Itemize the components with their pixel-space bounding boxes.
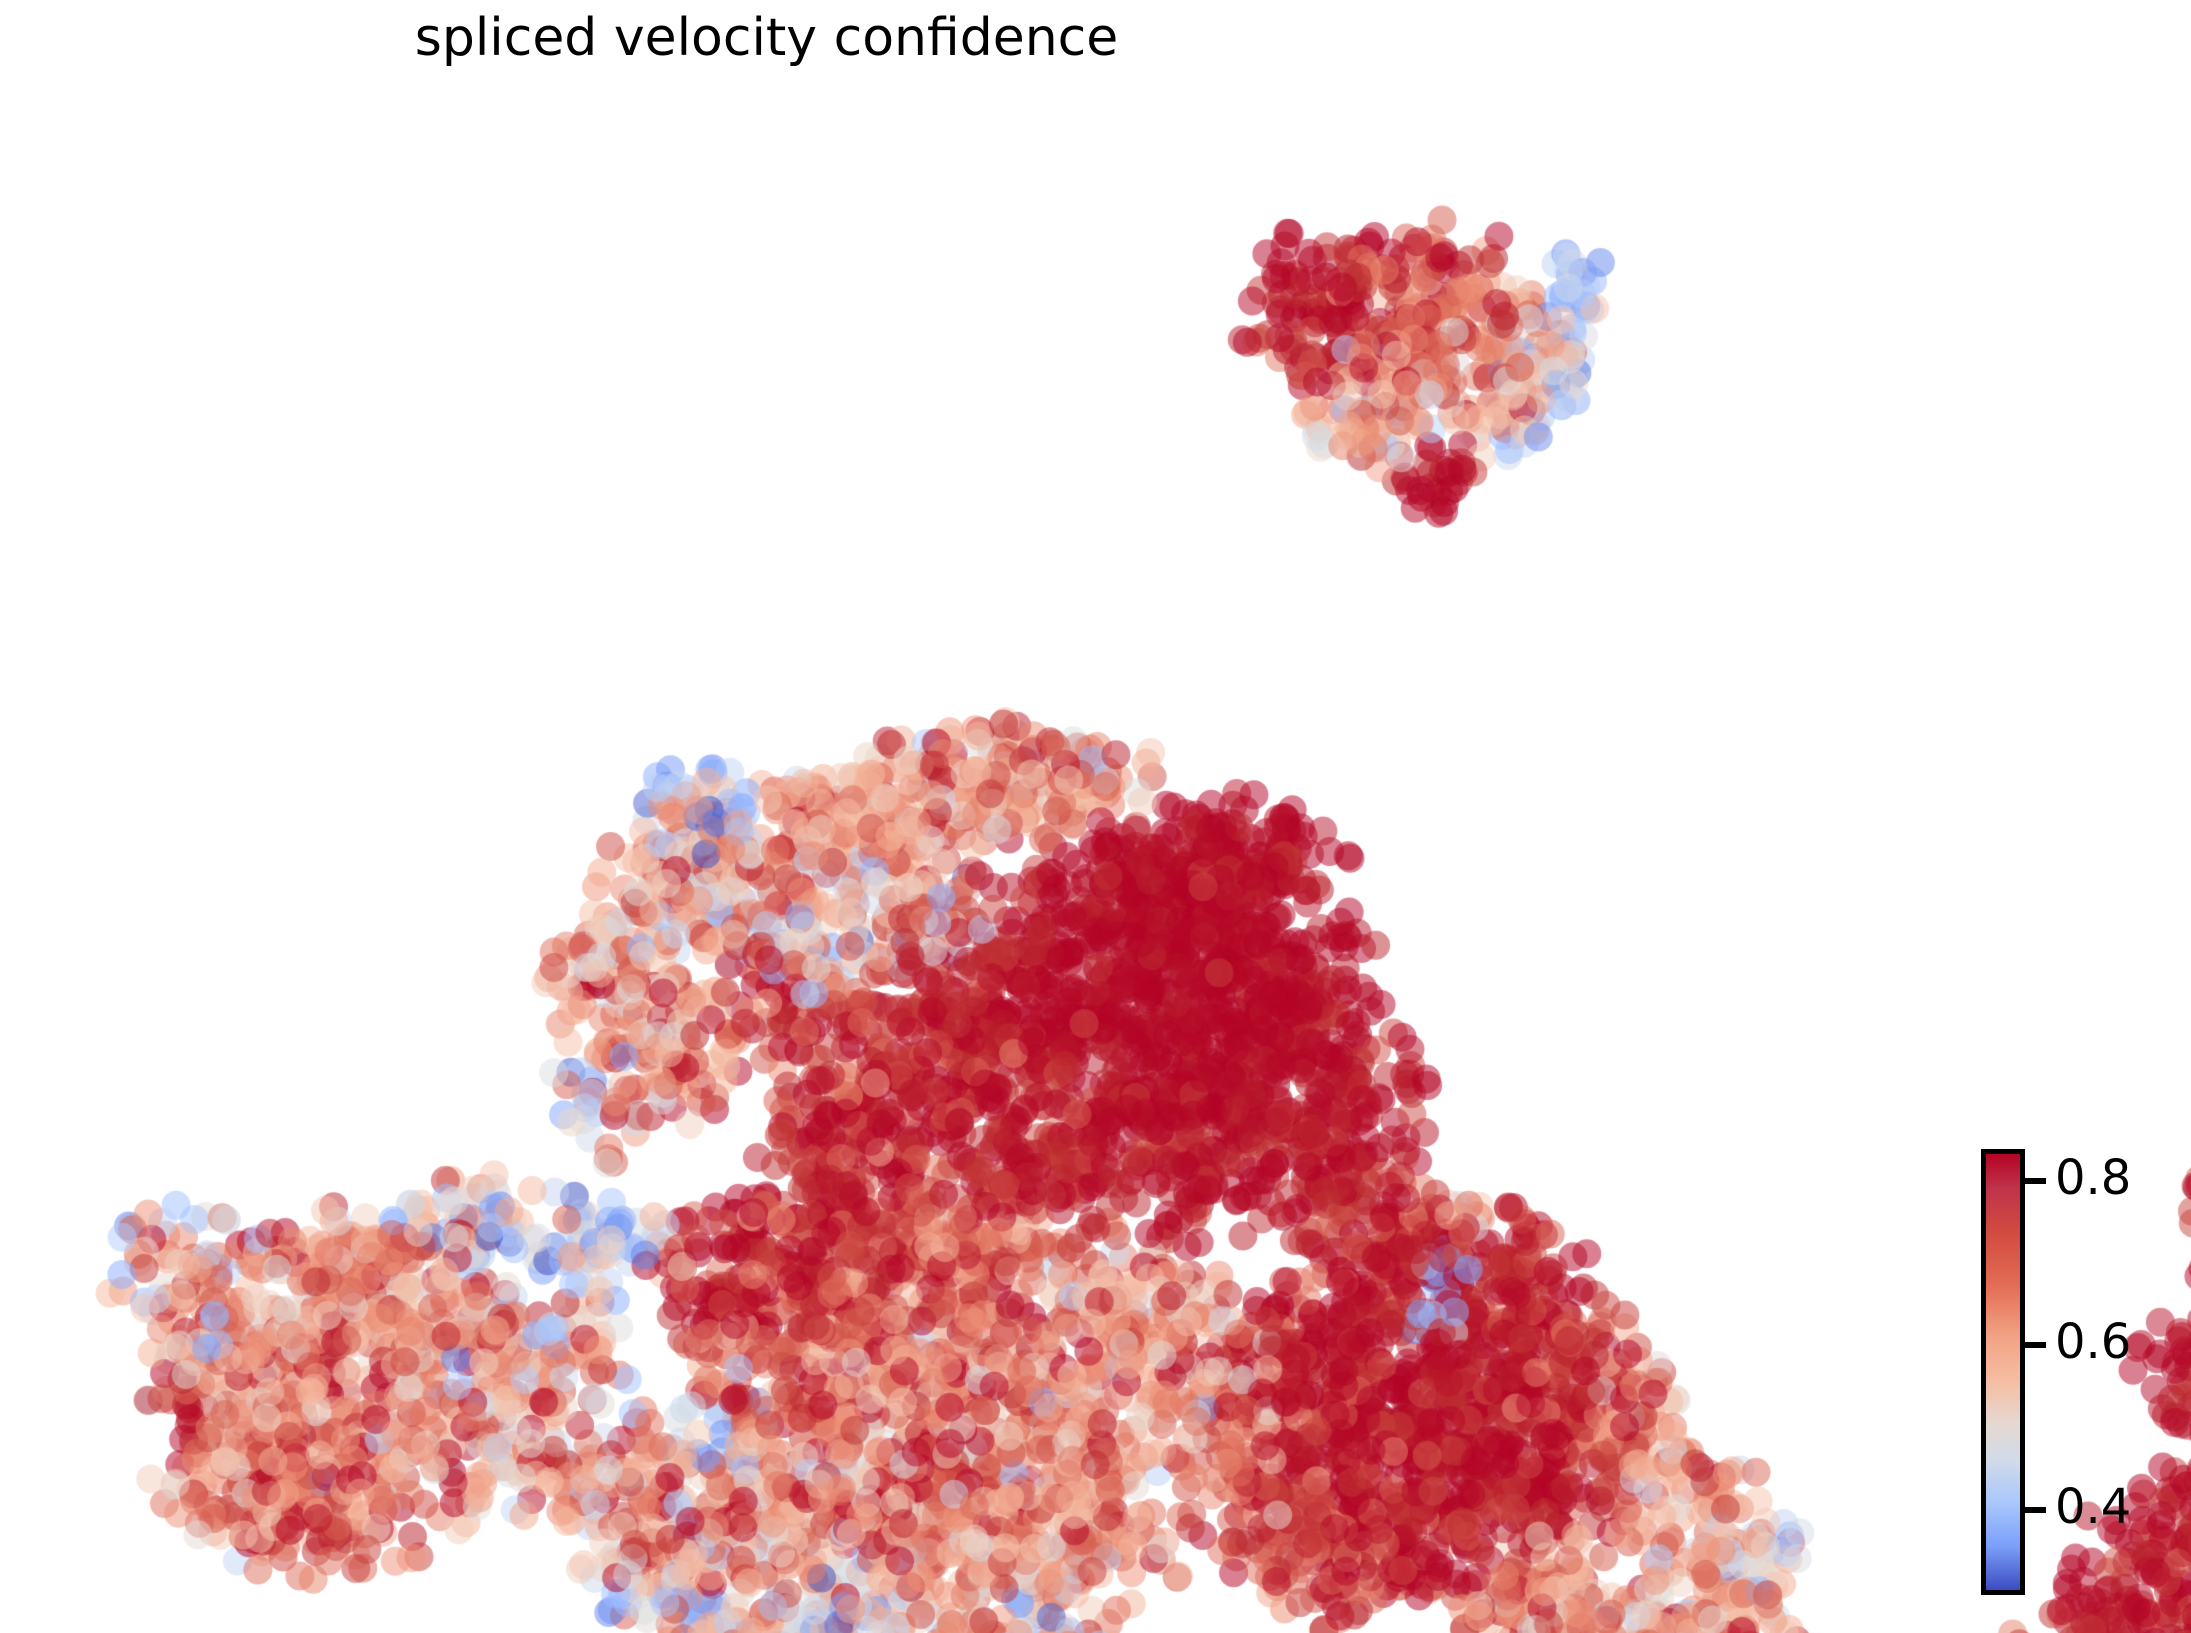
colorbar-gradient [1986,1154,2020,1590]
colorbar: 0.8 0.6 0.4 [1981,1149,2191,1601]
colorbar-bar [1981,1149,2025,1595]
colorbar-tick-mark [2025,1178,2046,1184]
colorbar-tick-mark [2025,1342,2046,1348]
colorbar-tick-label: 0.4 [2055,1479,2132,1535]
colorbar-tick-mark [2025,1507,2046,1513]
colorbar-tick-label: 0.8 [2055,1150,2132,1206]
colorbar-tick-label: 0.6 [2055,1314,2132,1370]
